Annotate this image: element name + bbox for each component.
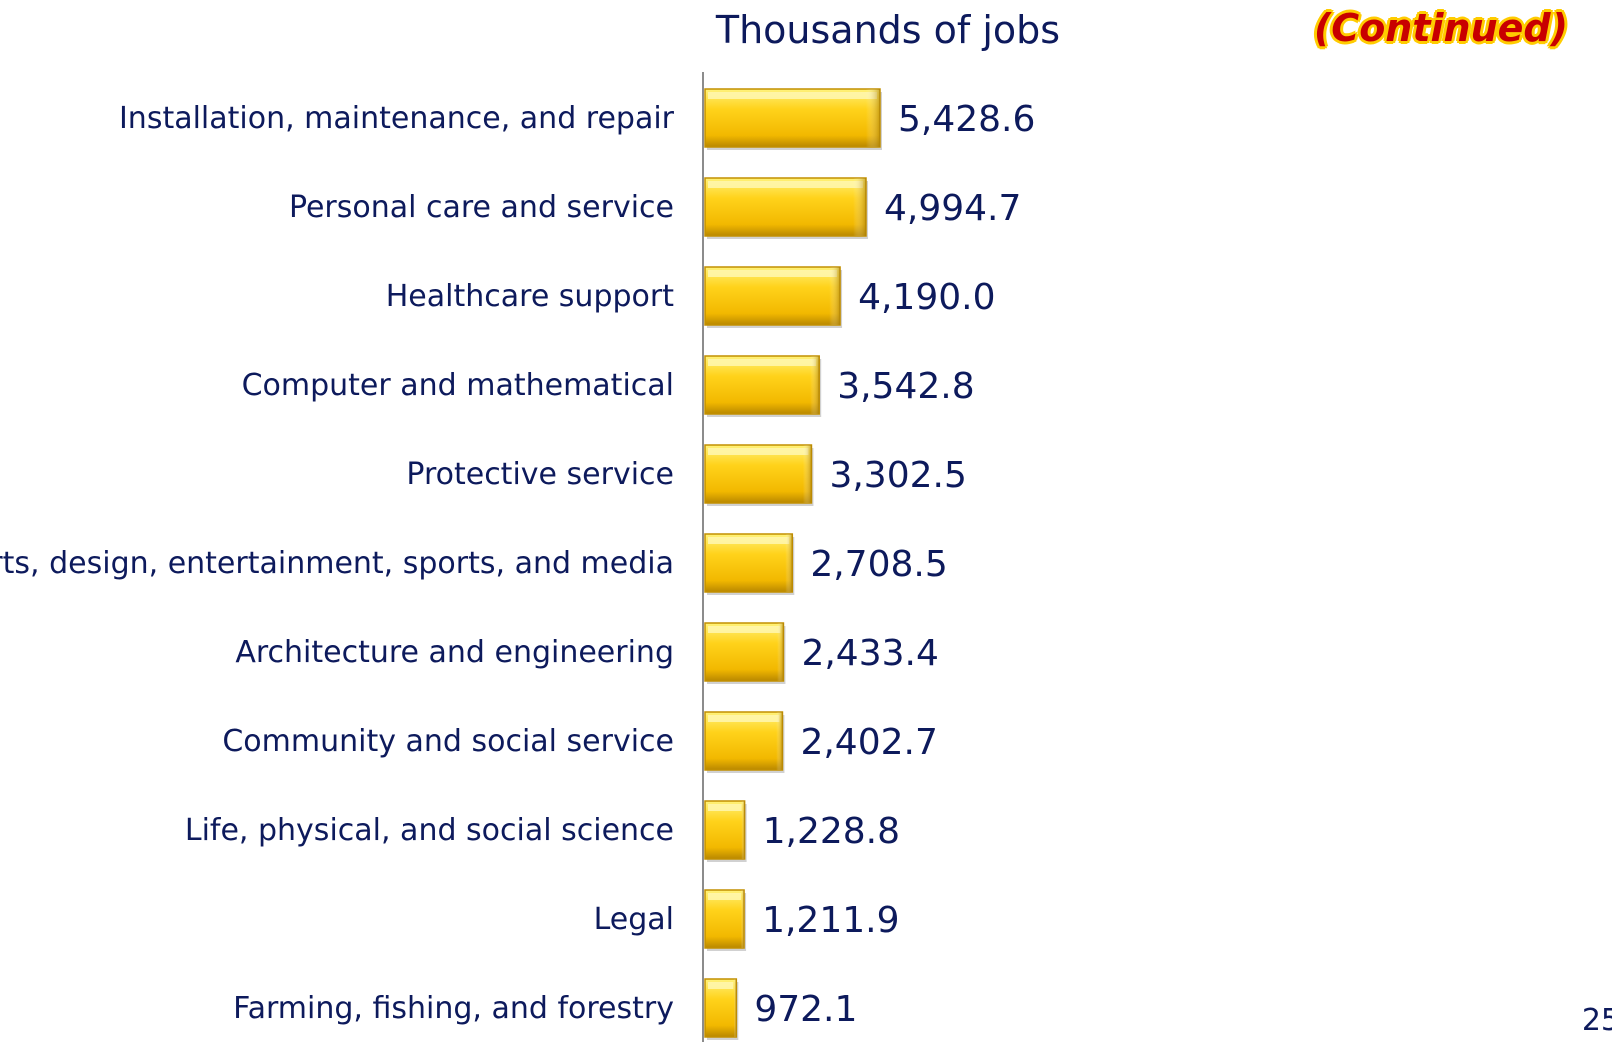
category-label: Healthcare support [386,279,674,314]
bar-edge-shade [705,178,867,236]
category-label: Architecture and engineering [235,635,674,670]
bar-edge-shade [705,979,737,1037]
category-label: Computer and mathematical [242,368,674,403]
value-label: 4,190.0 [858,277,995,318]
continued-label: (Continued) [1313,6,1568,50]
bar-edge-shade [705,89,880,147]
value-label: 3,542.8 [837,366,974,407]
bar-edge-shade [705,712,783,770]
category-label: Protective service [406,457,674,492]
bar-edge-shade [705,267,841,325]
value-label: 3,302.5 [829,455,966,496]
chart-title: Thousands of jobs [715,8,1060,52]
bar-edge-shade [705,890,745,948]
value-label: 4,994.7 [884,188,1021,229]
bar-edge-shade [705,445,812,503]
category-label: Farming, fishing, and forestry [233,991,674,1026]
category-label: Personal care and service [289,190,674,225]
value-label: 1,228.8 [763,811,900,852]
bar-edge-shade [705,534,793,592]
category-label: Arts, design, entertainment, sports, and… [0,546,674,581]
value-label: 5,428.6 [898,99,1035,140]
page-number: 25 [1581,1003,1612,1038]
category-label: Community and social service [222,724,674,759]
category-label: Legal [594,902,674,937]
value-label: 2,402.7 [800,722,937,763]
value-label: 2,708.5 [810,544,947,585]
bar-edge-shade [705,801,745,859]
bar-edge-shade [705,623,784,681]
category-label: Installation, maintenance, and repair [119,101,675,136]
value-label: 972.1 [754,989,857,1030]
bars-layer: Installation, maintenance, and repair 5,4… [0,88,1035,1040]
value-label: 2,433.4 [801,633,938,674]
value-label: 1,211.9 [762,900,899,941]
category-label: Life, physical, and social science [185,813,674,848]
bar-edge-shade [705,356,820,414]
